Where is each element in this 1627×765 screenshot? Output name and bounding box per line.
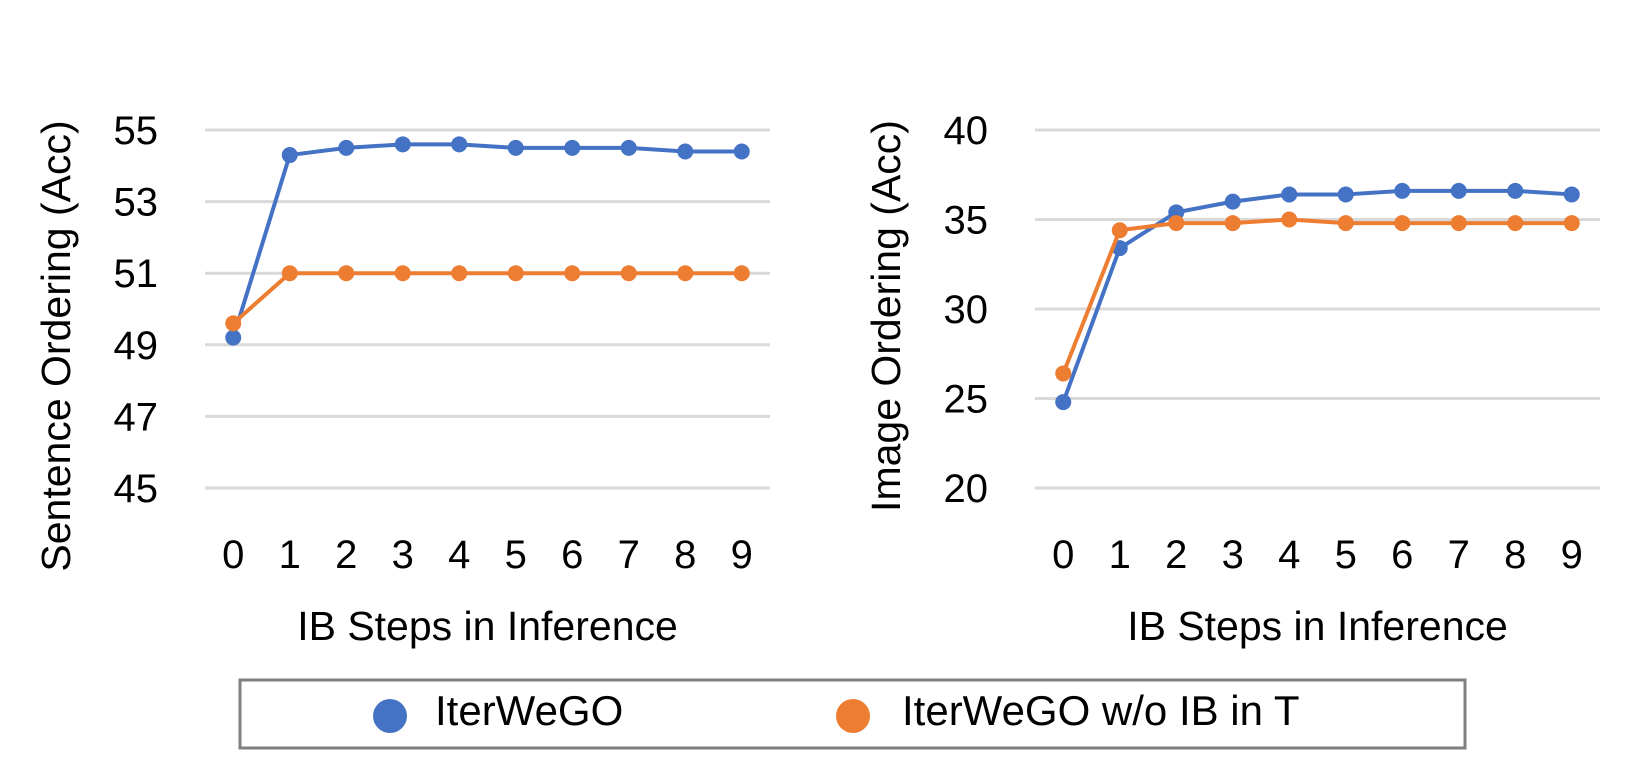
x-tick-label: 3 <box>392 533 414 577</box>
x-tick-label: 7 <box>618 533 640 577</box>
y-tick-label: 45 <box>114 467 159 511</box>
x-tick-label: 0 <box>1052 533 1074 577</box>
y-tick-label: 51 <box>114 252 159 296</box>
data-point-iterwego-w-o-ib-in-t <box>451 265 468 282</box>
data-point-iterwego <box>1337 186 1354 203</box>
x-tick-label: 1 <box>1109 533 1131 577</box>
data-point-iterwego <box>564 139 581 156</box>
data-point-iterwego-w-o-ib-in-t <box>338 265 355 282</box>
data-point-iterwego-w-o-ib-in-t <box>507 265 524 282</box>
data-point-iterwego-w-o-ib-in-t <box>1281 211 1298 228</box>
x-tick-label: 7 <box>1448 533 1470 577</box>
y-tick-label: 30 <box>944 288 989 332</box>
y-tick-label: 47 <box>114 395 159 439</box>
x-tick-label: 0 <box>222 533 244 577</box>
data-point-iterwego <box>281 147 298 164</box>
data-point-iterwego-w-o-ib-in-t <box>1337 215 1354 232</box>
y-tick-label: 20 <box>944 467 989 511</box>
data-point-iterwego <box>225 329 242 346</box>
data-point-iterwego <box>1563 186 1580 203</box>
data-point-iterwego <box>1055 394 1072 411</box>
image-ordering-chart: 20 25 30 35 40 0 1 2 3 4 5 6 7 8 9 IB Steps in Inferenc… <box>863 109 1600 649</box>
x-tick-label: 8 <box>1504 533 1526 577</box>
data-point-iterwego <box>677 143 694 160</box>
data-point-iterwego <box>620 139 637 156</box>
data-point-iterwego <box>507 139 524 156</box>
data-point-iterwego <box>1394 182 1411 199</box>
data-point-iterwego-w-o-ib-in-t <box>677 265 694 282</box>
legend-label-iterwego: IterWeGO <box>435 687 623 734</box>
x-tick-label: 8 <box>674 533 696 577</box>
legend-marker-iterwego-wo-ib <box>836 699 870 733</box>
y-tick-label: 25 <box>944 378 989 422</box>
data-point-iterwego <box>1281 186 1298 203</box>
data-point-iterwego-w-o-ib-in-t <box>1450 215 1467 232</box>
y-tick-label: 55 <box>114 109 159 153</box>
y-axis-title: Image Ordering (Acc) <box>863 120 909 512</box>
legend-label-iterwego-wo-ib: IterWeGO w/o IB in T <box>902 687 1300 734</box>
x-tick-label: 6 <box>1391 533 1413 577</box>
x-tick-label: 9 <box>731 533 753 577</box>
x-tick-label: 2 <box>1165 533 1187 577</box>
data-point-iterwego <box>1507 182 1524 199</box>
y-tick-label: 49 <box>114 324 159 368</box>
data-point-iterwego <box>394 136 411 153</box>
legend: IterWeGO IterWeGO w/o IB in T <box>238 678 1467 750</box>
series-line-iterwego <box>1061 188 1572 403</box>
data-point-iterwego-w-o-ib-in-t <box>1394 215 1411 232</box>
data-point-iterwego-w-o-ib-in-t <box>1224 215 1241 232</box>
data-point-iterwego-w-o-ib-in-t <box>733 265 750 282</box>
data-point-iterwego-w-o-ib-in-t <box>225 315 242 332</box>
data-point-iterwego <box>338 139 355 156</box>
x-tick-label: 4 <box>448 533 470 577</box>
data-point-iterwego <box>733 143 750 160</box>
x-axis-title: IB Steps in Inference <box>297 603 678 649</box>
data-point-iterwego-w-o-ib-in-t <box>281 265 298 282</box>
y-tick-label: 53 <box>114 181 159 225</box>
x-tick-label: 5 <box>1335 533 1357 577</box>
x-tick-label: 6 <box>561 533 583 577</box>
data-point-iterwego <box>1224 193 1241 210</box>
data-point-iterwego <box>1450 182 1467 199</box>
data-point-iterwego-w-o-ib-in-t <box>564 265 581 282</box>
x-tick-label: 9 <box>1561 533 1583 577</box>
x-axis-title: IB Steps in Inference <box>1127 603 1508 649</box>
series-line-iterwego-w-o-ib-in-t <box>1061 217 1572 375</box>
data-point-iterwego-w-o-ib-in-t <box>1111 222 1128 239</box>
data-point-iterwego-w-o-ib-in-t <box>620 265 637 282</box>
y-tick-label: 40 <box>944 109 989 153</box>
data-point-iterwego-w-o-ib-in-t <box>1168 215 1185 232</box>
data-point-iterwego <box>451 136 468 153</box>
x-tick-label: 1 <box>279 533 301 577</box>
x-tick-label: 3 <box>1222 533 1244 577</box>
legend-marker-iterwego <box>373 699 407 733</box>
data-point-iterwego-w-o-ib-in-t <box>1563 215 1580 232</box>
x-tick-label: 4 <box>1278 533 1300 577</box>
x-tick-label: 2 <box>335 533 357 577</box>
series-line-iterwego-w-o-ib-in-t <box>231 271 742 325</box>
data-point-iterwego-w-o-ib-in-t <box>1507 215 1524 232</box>
x-tick-label: 5 <box>505 533 527 577</box>
data-point-iterwego-w-o-ib-in-t <box>1055 365 1072 382</box>
y-tick-label: 35 <box>944 199 989 243</box>
data-point-iterwego-w-o-ib-in-t <box>394 265 411 282</box>
series-line-iterwego <box>231 142 742 339</box>
y-axis-title: Sentence Ordering (Acc) <box>33 120 79 571</box>
